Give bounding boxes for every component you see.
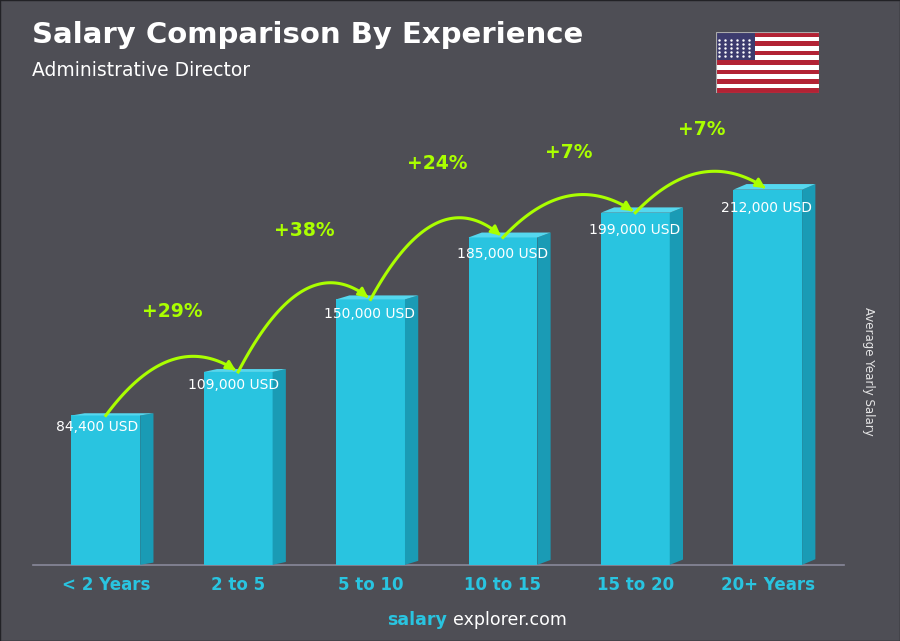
Bar bbox=[716, 46, 819, 51]
Bar bbox=[716, 56, 819, 60]
Text: 109,000 USD: 109,000 USD bbox=[188, 378, 279, 392]
Bar bbox=[716, 60, 819, 65]
Polygon shape bbox=[71, 413, 154, 415]
Bar bbox=[71, 415, 140, 565]
Polygon shape bbox=[337, 296, 419, 299]
Text: 185,000 USD: 185,000 USD bbox=[456, 247, 548, 262]
Bar bbox=[337, 299, 405, 565]
Polygon shape bbox=[140, 413, 154, 565]
Polygon shape bbox=[670, 208, 683, 565]
Polygon shape bbox=[405, 296, 418, 565]
Polygon shape bbox=[469, 233, 551, 237]
Bar bbox=[716, 88, 819, 93]
Text: +38%: +38% bbox=[274, 221, 335, 240]
Text: Administrative Director: Administrative Director bbox=[32, 61, 249, 80]
Bar bbox=[716, 79, 819, 83]
Bar bbox=[716, 74, 819, 79]
Text: salary: salary bbox=[387, 612, 447, 629]
Polygon shape bbox=[734, 184, 815, 190]
Text: +7%: +7% bbox=[678, 120, 725, 139]
Polygon shape bbox=[537, 233, 551, 565]
Bar bbox=[716, 42, 819, 46]
Bar bbox=[716, 32, 755, 60]
Bar bbox=[716, 83, 819, 88]
Text: +24%: +24% bbox=[407, 154, 467, 173]
Polygon shape bbox=[203, 369, 286, 372]
Bar bbox=[716, 32, 819, 37]
Text: 150,000 USD: 150,000 USD bbox=[324, 308, 415, 321]
Text: +29%: +29% bbox=[141, 303, 202, 321]
Bar bbox=[716, 51, 819, 56]
Text: Salary Comparison By Experience: Salary Comparison By Experience bbox=[32, 21, 583, 49]
Bar bbox=[601, 213, 670, 565]
Bar bbox=[716, 69, 819, 74]
Bar bbox=[734, 190, 802, 565]
Text: 199,000 USD: 199,000 USD bbox=[589, 223, 680, 237]
Polygon shape bbox=[273, 369, 286, 565]
Text: 212,000 USD: 212,000 USD bbox=[722, 201, 813, 215]
Text: Average Yearly Salary: Average Yearly Salary bbox=[862, 308, 875, 436]
Text: +7%: +7% bbox=[545, 143, 593, 162]
Bar bbox=[469, 237, 537, 565]
Bar bbox=[716, 37, 819, 42]
Text: explorer.com: explorer.com bbox=[453, 612, 567, 629]
Bar bbox=[203, 372, 273, 565]
Text: 84,400 USD: 84,400 USD bbox=[56, 420, 138, 434]
Polygon shape bbox=[601, 208, 683, 213]
Polygon shape bbox=[802, 184, 815, 565]
Bar bbox=[716, 65, 819, 69]
